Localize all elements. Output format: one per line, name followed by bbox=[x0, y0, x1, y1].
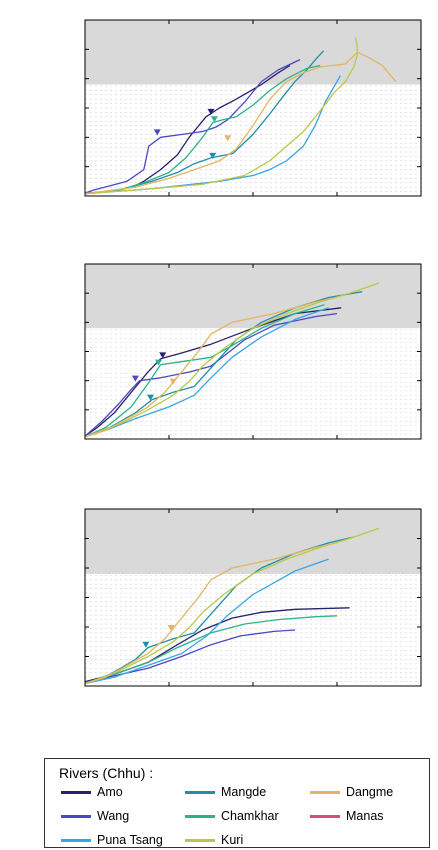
panel-c bbox=[84, 508, 422, 687]
legend-label-puna: Puna Tsang bbox=[97, 833, 163, 847]
series-marker-amo bbox=[207, 108, 215, 115]
series-line-chamkhar bbox=[84, 304, 325, 438]
series-marker-chamkhar bbox=[155, 359, 162, 366]
legend-item-manas: Manas bbox=[310, 809, 384, 823]
series-line-dangme bbox=[84, 542, 338, 685]
legend-title: Rivers (Chhu) : bbox=[59, 765, 154, 781]
series-line-amo bbox=[84, 307, 342, 437]
series-line-dangme bbox=[84, 51, 397, 195]
series-marker-mangde bbox=[209, 152, 217, 159]
legend-swatch-kuri bbox=[185, 838, 215, 842]
legend-swatch-manas bbox=[310, 814, 340, 818]
legend-label-amo: Amo bbox=[97, 785, 123, 799]
legend-swatch-mangde bbox=[185, 790, 215, 794]
legend: Rivers (Chhu) : Amo Wang Puna Tsang Mangde C… bbox=[44, 758, 430, 848]
legend-label-dangme: Dangme bbox=[346, 785, 394, 799]
legend-label-manas: Manas bbox=[346, 809, 384, 823]
series-marker-mangde bbox=[147, 394, 155, 401]
series-marker-dangme bbox=[224, 135, 232, 142]
series-line-chamkhar bbox=[84, 615, 338, 684]
series-marker-chamkhar bbox=[210, 116, 218, 123]
series-line-puna bbox=[84, 558, 329, 685]
panel-a bbox=[84, 19, 422, 197]
legend-swatch-dangme bbox=[310, 790, 340, 794]
series-line-puna bbox=[84, 75, 341, 195]
legend-swatch-puna bbox=[61, 838, 91, 842]
legend-label-mangde: Mangde bbox=[221, 785, 267, 799]
series-marker-dangme bbox=[169, 378, 177, 385]
series-line-wang bbox=[84, 59, 301, 194]
series-marker-amo bbox=[159, 352, 167, 359]
legend-item-chamkhar: Chamkhar bbox=[185, 809, 279, 823]
legend-label-wang: Wang bbox=[97, 809, 130, 823]
legend-item-dangme: Dangme bbox=[310, 785, 393, 799]
series-marker-mangde bbox=[142, 641, 150, 648]
legend-item-puna: Puna Tsang bbox=[61, 833, 163, 847]
series-line-wang bbox=[84, 312, 338, 437]
series-line-dangme bbox=[84, 296, 338, 438]
legend-swatch-amo bbox=[61, 790, 91, 794]
legend-item-wang: Wang bbox=[61, 809, 129, 823]
series-line-puna bbox=[84, 307, 329, 438]
legend-swatch-wang bbox=[61, 814, 91, 818]
legend-swatch-chamkhar bbox=[185, 814, 215, 818]
legend-label-chamkhar: Chamkhar bbox=[221, 809, 279, 823]
legend-label-kuri: Kuri bbox=[221, 833, 244, 847]
legend-item-kuri: Kuri bbox=[185, 833, 243, 847]
series-marker-dangme bbox=[167, 624, 175, 631]
legend-item-amo: Amo bbox=[61, 785, 123, 799]
legend-item-mangde: Mangde bbox=[185, 785, 266, 799]
shaded-region bbox=[85, 20, 421, 85]
series-marker-wang bbox=[131, 375, 139, 382]
panel-b bbox=[84, 263, 422, 440]
series-marker-wang bbox=[153, 129, 161, 136]
series-line-chamkhar bbox=[84, 64, 321, 195]
series-line-kuri bbox=[84, 37, 358, 195]
